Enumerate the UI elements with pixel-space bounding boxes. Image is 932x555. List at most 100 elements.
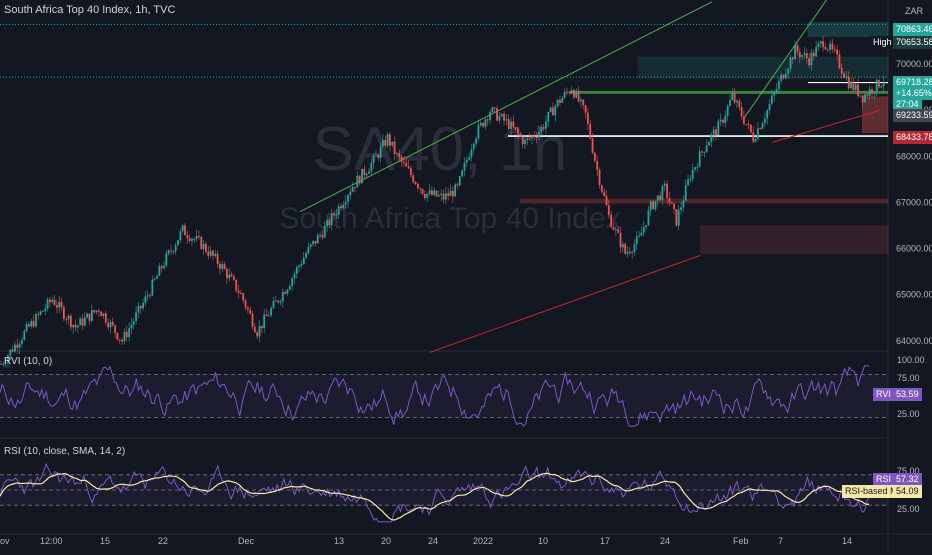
candle-body — [875, 79, 878, 93]
drawings — [0, 0, 889, 353]
candle-body — [577, 90, 580, 102]
candle-body — [524, 139, 526, 145]
candle-body — [32, 320, 35, 327]
time-axis-label: 14 — [842, 536, 852, 546]
candle-body — [195, 235, 198, 239]
candle-body — [731, 93, 734, 100]
candle-body — [55, 305, 58, 308]
candle-body — [416, 184, 419, 188]
candle-body — [393, 141, 396, 154]
candle-body — [104, 313, 107, 323]
candle-body — [319, 234, 321, 236]
candle-body — [598, 170, 601, 186]
candle-body — [90, 310, 93, 321]
candle-body — [156, 275, 158, 279]
rsi-ma-line — [0, 472, 870, 521]
candle-body — [812, 52, 815, 57]
rising-trendline — [742, 0, 828, 120]
price-tick-label: 67000.00 — [896, 197, 932, 207]
candle-body — [249, 309, 252, 314]
candle-body — [840, 67, 843, 74]
candle-body — [386, 134, 389, 146]
candle-body — [309, 244, 312, 247]
candle-body — [128, 328, 130, 338]
time-axis-label: 24 — [428, 536, 438, 546]
candle-body — [142, 302, 144, 309]
candle-body — [288, 286, 291, 290]
candle-body — [202, 243, 205, 249]
candle-body — [493, 107, 496, 109]
candle-body — [838, 54, 841, 68]
candle-body — [449, 190, 452, 196]
candle-body — [612, 227, 615, 230]
candle-body — [454, 184, 457, 197]
candle-body — [149, 295, 151, 297]
candle-body — [235, 279, 238, 291]
candle-body — [780, 74, 783, 81]
candle-body — [153, 278, 156, 280]
candle-body — [221, 264, 224, 269]
candle-body — [533, 135, 536, 138]
candle-body — [768, 103, 771, 111]
lower-trendline — [429, 255, 701, 353]
rvi-line — [0, 365, 870, 427]
candle-body — [37, 314, 40, 316]
candle-body — [491, 107, 494, 112]
candle-body — [689, 179, 692, 181]
candle-body — [703, 151, 706, 153]
candle-body — [668, 198, 671, 203]
rvi-tick-label: 25.00 — [897, 409, 920, 419]
candle-body — [95, 310, 98, 313]
mid-zone — [570, 90, 888, 94]
candle-body — [628, 251, 631, 253]
candle-body — [132, 321, 135, 325]
candle-body — [733, 93, 736, 103]
candle-body — [850, 81, 852, 89]
candle-body — [486, 119, 489, 121]
candle-body — [717, 121, 720, 135]
candle-body — [640, 232, 643, 236]
time-axis-label: 20 — [381, 536, 391, 546]
candle-body — [677, 209, 680, 226]
candle-body — [284, 291, 287, 294]
price-tick-label: 64000.00 — [896, 336, 932, 346]
time-axis-label: 12:00 — [40, 536, 63, 546]
candle-body — [745, 123, 748, 125]
high-price-tag: 70653.58 — [893, 36, 932, 49]
candle-body — [479, 122, 482, 126]
candle-body — [191, 238, 193, 241]
rsi-value-tag: 57.32 — [893, 473, 922, 486]
candle-body — [759, 128, 762, 130]
candle-body — [83, 317, 86, 326]
candle-body — [554, 105, 557, 116]
rsi-ma-value-tag: 54.09 — [893, 485, 922, 498]
candle-body — [177, 240, 179, 246]
candle-body — [179, 231, 182, 241]
candle-body — [370, 162, 373, 172]
candle-body — [170, 250, 172, 252]
candle-body — [389, 134, 391, 146]
candle-body — [552, 107, 554, 116]
candle-body — [433, 190, 436, 195]
candle-body — [531, 135, 533, 139]
candle-body — [35, 314, 37, 327]
candle-body — [174, 245, 177, 252]
candle-body — [209, 250, 212, 256]
candle-body — [121, 339, 124, 342]
candle-body — [435, 190, 438, 197]
candle-body — [316, 235, 319, 244]
candle-body — [351, 187, 354, 192]
candle-body — [0, 363, 2, 365]
candle-body — [815, 46, 818, 57]
currency-label: ZAR — [905, 6, 923, 16]
watermark-name: South Africa Top 40 Index — [279, 202, 620, 235]
candle-body — [198, 235, 200, 237]
candle-body — [724, 115, 727, 123]
candle-body — [237, 290, 240, 294]
candle-body — [603, 191, 606, 196]
candle-body — [726, 105, 729, 116]
demand-zone — [699, 225, 889, 255]
candle-body — [505, 119, 508, 121]
